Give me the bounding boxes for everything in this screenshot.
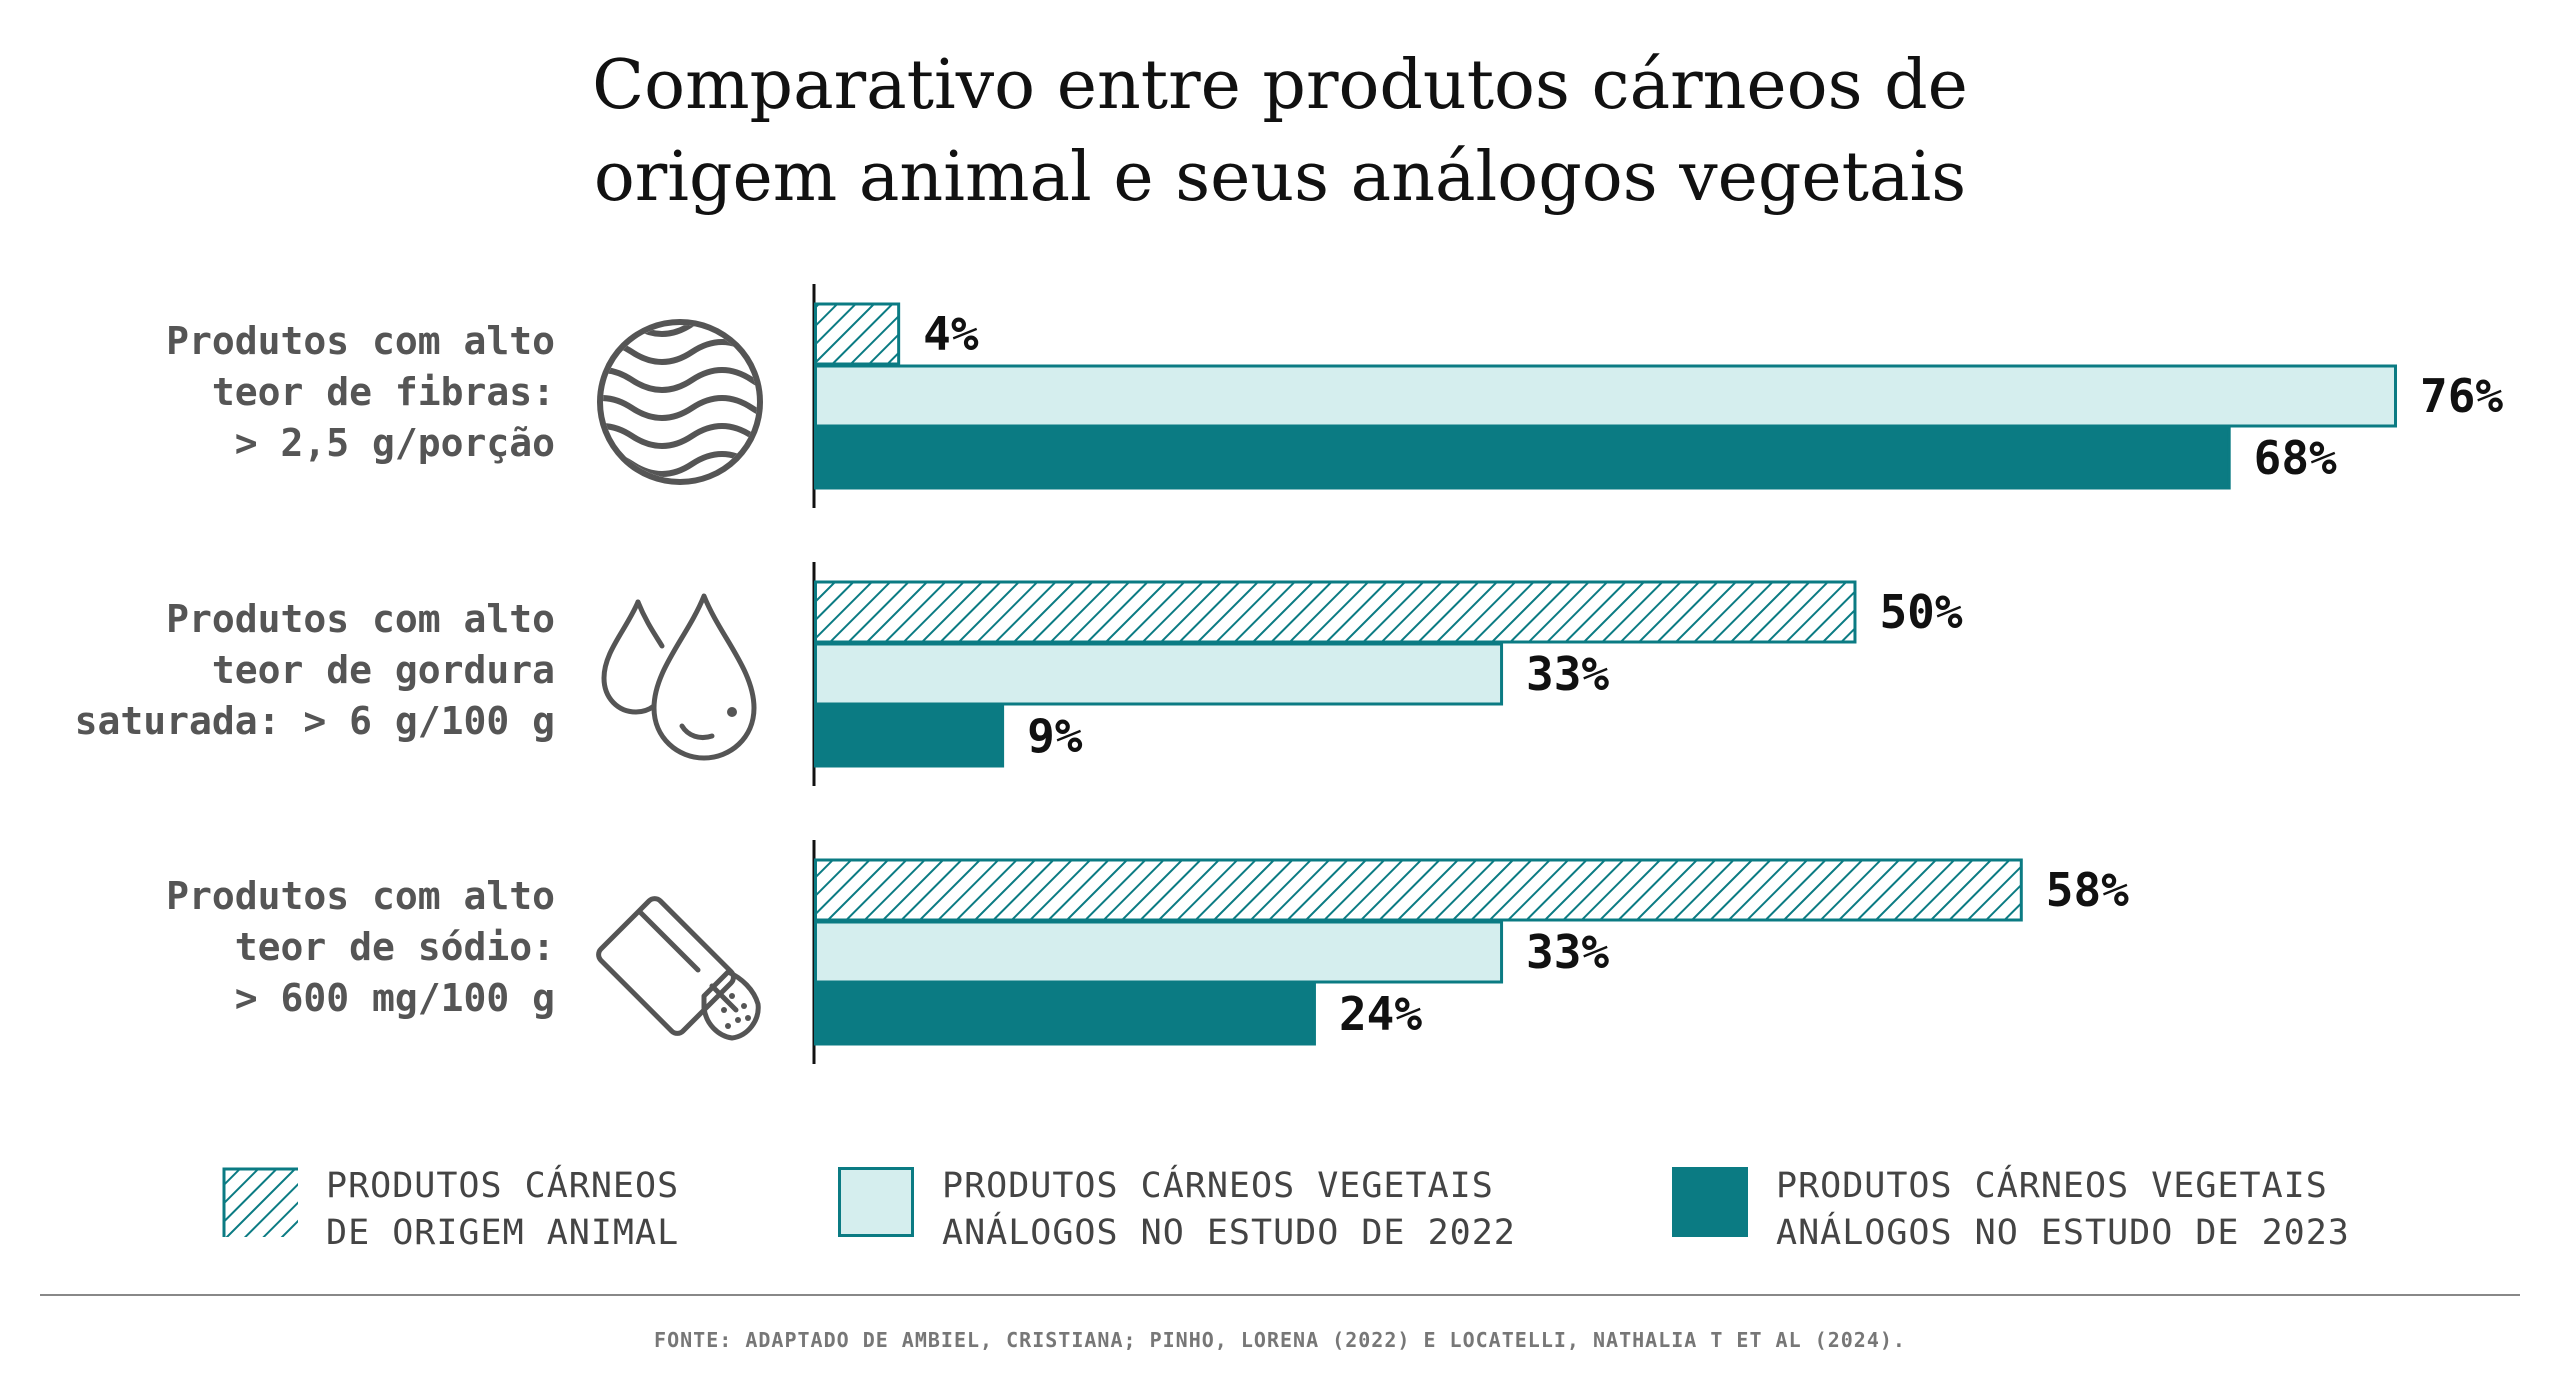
legend-label-line: ANÁLOGOS NO ESTUDO DE 2023	[1776, 1213, 2350, 1253]
legend-label-line: PRODUTOS CÁRNEOS VEGETAIS	[1776, 1166, 2328, 1206]
legend-label: PRODUTOS CÁRNEOS VEGETAIS ANÁLOGOS NO ES…	[942, 1163, 1516, 1257]
bar-value-label: 58%	[2046, 863, 2129, 917]
bar-solid-1	[814, 426, 2231, 490]
category-label-line: > 600 mg/100 g	[234, 976, 555, 1020]
legend-label-line: PRODUTOS CÁRNEOS VEGETAIS	[942, 1166, 1494, 1206]
chart-title-line-1: Comparativo entre produtos cárneos de	[592, 46, 1968, 125]
bar-value-label: 33%	[1526, 647, 1609, 701]
bar-solid-2	[814, 704, 1005, 768]
legend-label-line: DE ORIGEM ANIMAL	[326, 1213, 680, 1253]
chart-title-line-2: origem animal e seus análogos vegetais	[593, 138, 1967, 217]
fat-drops-icon	[601, 593, 757, 761]
legend-label: PRODUTOS CÁRNEOS VEGETAIS ANÁLOGOS NO ES…	[1776, 1163, 2350, 1257]
bar-hatched-3	[814, 858, 2023, 922]
bar-hatched-2	[814, 580, 1857, 644]
bar-value-label: 50%	[1879, 585, 1962, 639]
legend-label: PRODUTOS CÁRNEOS DE ORIGEM ANIMAL	[326, 1163, 679, 1257]
bar-light-3	[814, 920, 1504, 984]
bar-light-1	[814, 364, 2397, 428]
fiber-icon	[597, 319, 763, 485]
category-label-sodio: Produtos com alto teor de sódio: > 600 m…	[20, 871, 555, 1024]
bar-hatched-1	[814, 302, 901, 366]
legend-label-line: PRODUTOS CÁRNEOS	[326, 1166, 680, 1206]
chart-title: Comparativo entre produtos cárneos de or…	[0, 40, 2560, 224]
bar-value-label: 9%	[1027, 709, 1083, 763]
category-label-line: teor de fibras:	[211, 370, 555, 414]
bar-value-label: 4%	[923, 307, 979, 361]
bar-value-label: 76%	[2420, 369, 2503, 423]
category-label-line: Produtos com alto	[166, 319, 555, 363]
category-label-fibras: Produtos com alto teor de fibras: > 2,5 …	[20, 316, 555, 469]
bar-value-label: 33%	[1526, 925, 1609, 979]
salt-shaker-icon	[596, 896, 761, 1041]
category-label-line: saturada: > 6 g/100 g	[74, 699, 555, 743]
bar-solid-3	[814, 982, 1316, 1046]
category-label-line: teor de sódio:	[234, 925, 555, 969]
bar-value-label: 24%	[1339, 987, 1422, 1041]
category-label-line: teor de gordura	[211, 648, 555, 692]
bar-light-2	[814, 642, 1504, 706]
legend-label-line: ANÁLOGOS NO ESTUDO DE 2022	[942, 1213, 1516, 1253]
source-note: FONTE: ADAPTADO DE AMBIEL, CRISTIANA; PI…	[654, 1328, 1906, 1352]
legend-swatch-solid	[1672, 1167, 1748, 1237]
category-label-line: Produtos com alto	[166, 597, 555, 641]
legend-swatch-light	[838, 1167, 914, 1237]
category-label-gordura: Produtos com alto teor de gordura satura…	[20, 594, 555, 747]
bar-value-label: 68%	[2254, 431, 2337, 485]
footer-divider	[40, 1294, 2520, 1296]
legend-swatch-hatched	[222, 1167, 298, 1237]
category-label-line: Produtos com alto	[166, 874, 555, 918]
category-label-line: > 2,5 g/porção	[234, 421, 555, 465]
